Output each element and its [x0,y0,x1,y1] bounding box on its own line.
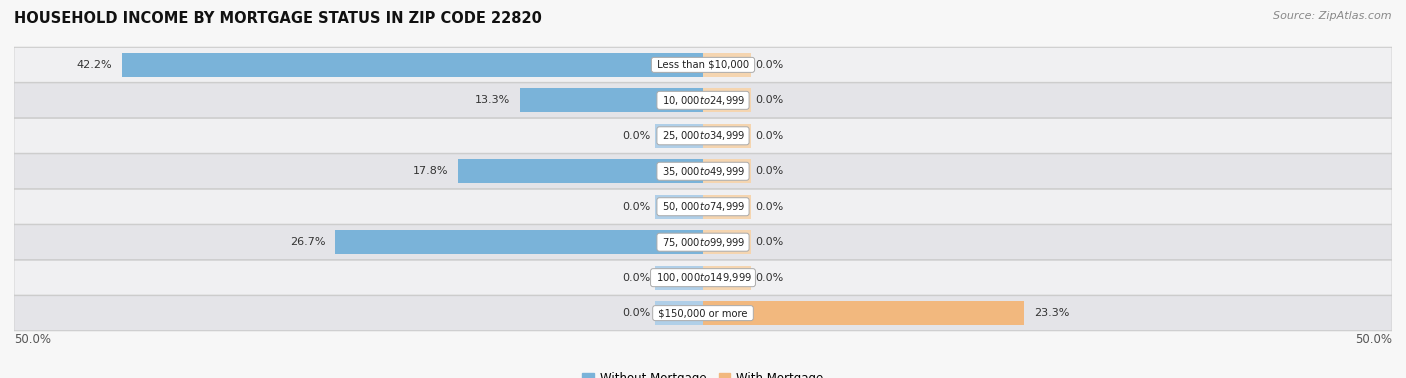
Text: 50.0%: 50.0% [14,333,51,346]
Bar [703,230,751,254]
Bar [655,195,703,219]
Bar [655,53,703,77]
FancyBboxPatch shape [14,47,1392,82]
Text: HOUSEHOLD INCOME BY MORTGAGE STATUS IN ZIP CODE 22820: HOUSEHOLD INCOME BY MORTGAGE STATUS IN Z… [14,11,541,26]
Bar [703,159,751,183]
Bar [703,88,751,112]
Text: 23.3%: 23.3% [1033,308,1069,318]
Bar [703,53,751,77]
Bar [655,230,703,254]
FancyBboxPatch shape [14,118,1392,153]
Text: 26.7%: 26.7% [290,237,325,247]
Text: 0.0%: 0.0% [623,273,651,283]
Text: 0.0%: 0.0% [755,131,783,141]
Text: 0.0%: 0.0% [623,131,651,141]
Text: $75,000 to $99,999: $75,000 to $99,999 [659,236,747,249]
Text: Less than $10,000: Less than $10,000 [654,60,752,70]
Bar [655,124,703,148]
Bar [655,301,703,325]
Bar [703,301,1024,325]
Text: Source: ZipAtlas.com: Source: ZipAtlas.com [1274,11,1392,21]
Bar [655,88,703,112]
FancyBboxPatch shape [14,83,1392,118]
Text: 0.0%: 0.0% [623,202,651,212]
Bar [335,230,703,254]
FancyBboxPatch shape [14,189,1392,224]
Text: 0.0%: 0.0% [755,202,783,212]
FancyBboxPatch shape [14,260,1392,295]
Text: 0.0%: 0.0% [755,273,783,283]
Text: $100,000 to $149,999: $100,000 to $149,999 [652,271,754,284]
Bar [655,159,703,183]
Bar [520,88,703,112]
Text: $10,000 to $24,999: $10,000 to $24,999 [659,94,747,107]
Bar [703,266,751,290]
Text: $150,000 or more: $150,000 or more [655,308,751,318]
Bar [703,301,751,325]
Text: 50.0%: 50.0% [1355,333,1392,346]
Bar [121,53,703,77]
Bar [458,159,703,183]
Text: 0.0%: 0.0% [755,60,783,70]
FancyBboxPatch shape [14,296,1392,331]
Bar [655,266,703,290]
Bar [703,195,751,219]
FancyBboxPatch shape [14,225,1392,260]
Text: 0.0%: 0.0% [755,166,783,176]
Text: 13.3%: 13.3% [475,95,510,105]
Text: 0.0%: 0.0% [755,95,783,105]
Legend: Without Mortgage, With Mortgage: Without Mortgage, With Mortgage [578,367,828,378]
Text: $25,000 to $34,999: $25,000 to $34,999 [659,129,747,142]
Text: 0.0%: 0.0% [755,237,783,247]
Text: $50,000 to $74,999: $50,000 to $74,999 [659,200,747,213]
Text: $35,000 to $49,999: $35,000 to $49,999 [659,165,747,178]
FancyBboxPatch shape [14,154,1392,189]
Text: 42.2%: 42.2% [76,60,112,70]
Text: 17.8%: 17.8% [412,166,449,176]
Text: 0.0%: 0.0% [623,308,651,318]
Bar [703,124,751,148]
